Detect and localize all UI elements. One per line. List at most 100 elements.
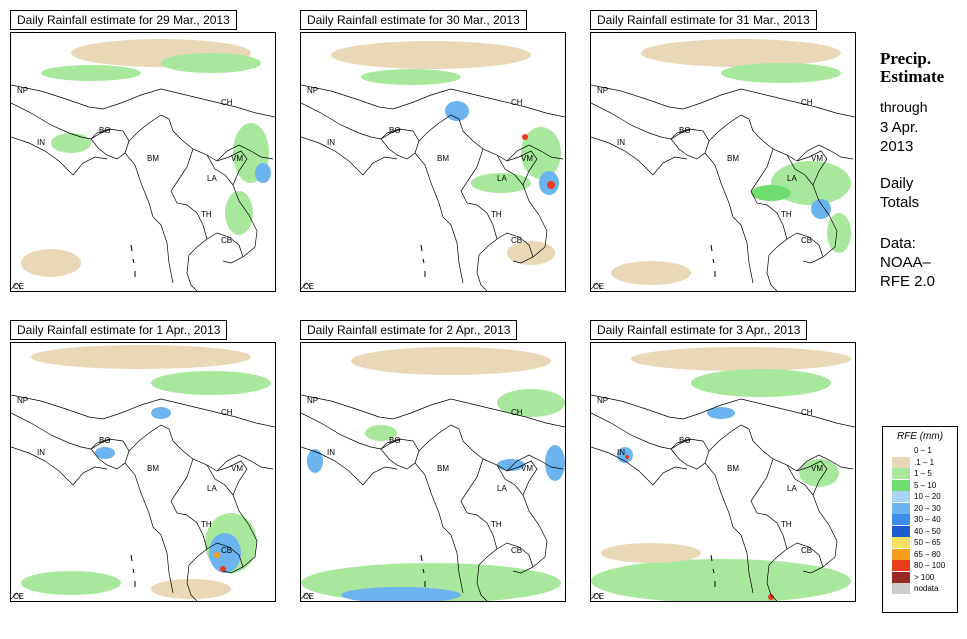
daily-line-1: Daily xyxy=(880,175,914,192)
label-la: LA xyxy=(497,484,507,493)
label-bg: BG xyxy=(389,436,401,445)
label-ce: CE xyxy=(13,282,24,291)
legend-label: 10 – 20 xyxy=(914,492,941,502)
rainfall-shading xyxy=(21,345,271,599)
label-np: NP xyxy=(307,86,318,95)
label-ce: CE xyxy=(593,592,604,601)
legend-label: 80 – 100 xyxy=(914,561,946,571)
label-cb: CB xyxy=(221,546,232,555)
label-th: TH xyxy=(491,520,502,529)
label-vm: VM xyxy=(521,154,533,163)
label-bg: BG xyxy=(679,436,691,445)
label-ch: CH xyxy=(801,98,813,107)
legend-item: 20 – 30 xyxy=(883,502,957,515)
through-text: through xyxy=(880,99,928,115)
rainfall-map: NP CH BG IN BM VM LA TH CB CE xyxy=(590,32,856,292)
side-heading: Precip. Estimate xyxy=(880,50,944,86)
panel-title: Daily Rainfall estimate for 29 Mar., 201… xyxy=(10,10,237,30)
label-ce: CE xyxy=(593,282,604,291)
label-bm: BM xyxy=(147,464,159,473)
label-np: NP xyxy=(597,396,608,405)
legend-swatch xyxy=(892,479,910,491)
label-th: TH xyxy=(201,210,212,219)
rainfall-panel-29-mar: Daily Rainfall estimate for 29 Mar., 201… xyxy=(10,10,276,292)
legend-swatch xyxy=(892,491,910,503)
label-ch: CH xyxy=(511,408,523,417)
legend-item: 1 – 5 xyxy=(883,468,957,480)
legend-label: 50 – 65 xyxy=(914,538,941,548)
date-line-1: 3 Apr. xyxy=(880,119,919,136)
rainfall-map: NP CH BG IN BM VM LA TH CB CE xyxy=(590,342,856,602)
label-vm: VM xyxy=(811,154,823,163)
label-bg: BG xyxy=(679,126,691,135)
label-bm: BM xyxy=(437,154,449,163)
legend-swatch xyxy=(892,525,910,537)
legend-item: 65 – 80 xyxy=(883,548,957,561)
legend-item: 5 – 10 xyxy=(883,479,957,492)
label-ce: CE xyxy=(303,592,314,601)
legend-item: 10 – 20 xyxy=(883,491,957,503)
date-line-2: 2013 xyxy=(880,138,914,155)
heading-line-1: Precip. xyxy=(880,49,932,68)
legend-item: 30 – 40 xyxy=(883,514,957,526)
legend-swatch xyxy=(892,583,910,595)
label-bg: BG xyxy=(99,436,111,445)
label-cb: CB xyxy=(801,236,812,245)
label-ch: CH xyxy=(221,408,233,417)
panel-title: Daily Rainfall estimate for 2 Apr., 2013 xyxy=(300,320,518,340)
legend-label: > 100 xyxy=(914,572,935,582)
rainfall-panel-2-apr: Daily Rainfall estimate for 2 Apr., 2013… xyxy=(300,320,566,602)
label-in: IN xyxy=(37,138,45,147)
label-np: NP xyxy=(597,86,608,95)
legend-item: 50 – 65 xyxy=(883,537,957,549)
label-in: IN xyxy=(617,448,625,457)
label-bm: BM xyxy=(727,464,739,473)
legend-swatch xyxy=(892,571,910,583)
rainfall-map: NP CH BG IN BM VM LA TH CB CE xyxy=(300,32,566,292)
label-th: TH xyxy=(781,520,792,529)
rainfall-map: NP CH BG IN BM VM LA TH CB CE xyxy=(300,342,566,602)
label-ce: CE xyxy=(13,592,24,601)
legend-swatch xyxy=(892,537,910,549)
legend-swatch xyxy=(892,445,910,457)
label-la: LA xyxy=(787,484,797,493)
rainfall-shading xyxy=(331,41,561,265)
label-ch: CH xyxy=(221,98,233,107)
panel-title: Daily Rainfall estimate for 1 Apr., 2013 xyxy=(10,320,228,340)
label-la: LA xyxy=(787,174,797,183)
legend-swatch xyxy=(892,468,910,480)
label-ch: CH xyxy=(511,98,523,107)
legend-title: RFE (mm) xyxy=(896,431,944,442)
label-bg: BG xyxy=(389,126,401,135)
legend-item: > 100 xyxy=(883,571,957,584)
label-cb: CB xyxy=(221,236,232,245)
rainfall-shading xyxy=(591,347,851,601)
label-la: LA xyxy=(207,174,217,183)
legend-item: nodata xyxy=(883,583,957,595)
rainfall-shading xyxy=(611,39,851,285)
label-np: NP xyxy=(307,396,318,405)
legend-label: 30 – 40 xyxy=(914,515,941,525)
label-la: LA xyxy=(207,484,217,493)
rainfall-panel-30-mar: Daily Rainfall estimate for 30 Mar., 201… xyxy=(300,10,566,292)
rainfall-map: NP CH BG IN BM VM LA TH CB CE xyxy=(10,32,276,292)
legend-label: 20 – 30 xyxy=(914,503,941,513)
legend-item: 80 – 100 xyxy=(883,560,957,572)
legend-swatch xyxy=(892,502,910,514)
label-in: IN xyxy=(327,448,335,457)
legend-label: nodata xyxy=(914,584,939,594)
legend-item: 40 – 50 xyxy=(883,525,957,538)
legend-label: 40 – 50 xyxy=(914,526,941,536)
legend-swatch xyxy=(892,560,910,572)
label-vm: VM xyxy=(231,154,243,163)
label-th: TH xyxy=(781,210,792,219)
data-line-3: RFE 2.0 xyxy=(880,273,936,290)
legend-label: 1 – 5 xyxy=(914,469,932,479)
legend-label: 65 – 80 xyxy=(914,549,941,559)
label-bm: BM xyxy=(147,154,159,163)
label-th: TH xyxy=(201,520,212,529)
legend-label: 5 – 10 xyxy=(914,480,937,490)
label-cb: CB xyxy=(511,236,522,245)
label-vm: VM xyxy=(231,464,243,473)
